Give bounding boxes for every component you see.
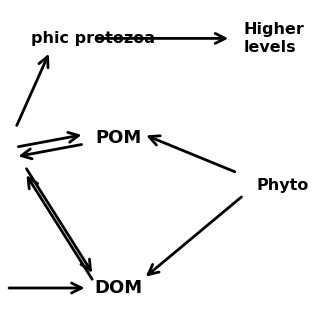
Text: POM: POM (96, 129, 142, 147)
Text: Phyto: Phyto (256, 178, 308, 193)
Text: phic protozoa: phic protozoa (31, 31, 155, 46)
Text: DOM: DOM (95, 279, 143, 297)
Text: Higher
levels: Higher levels (244, 22, 304, 55)
